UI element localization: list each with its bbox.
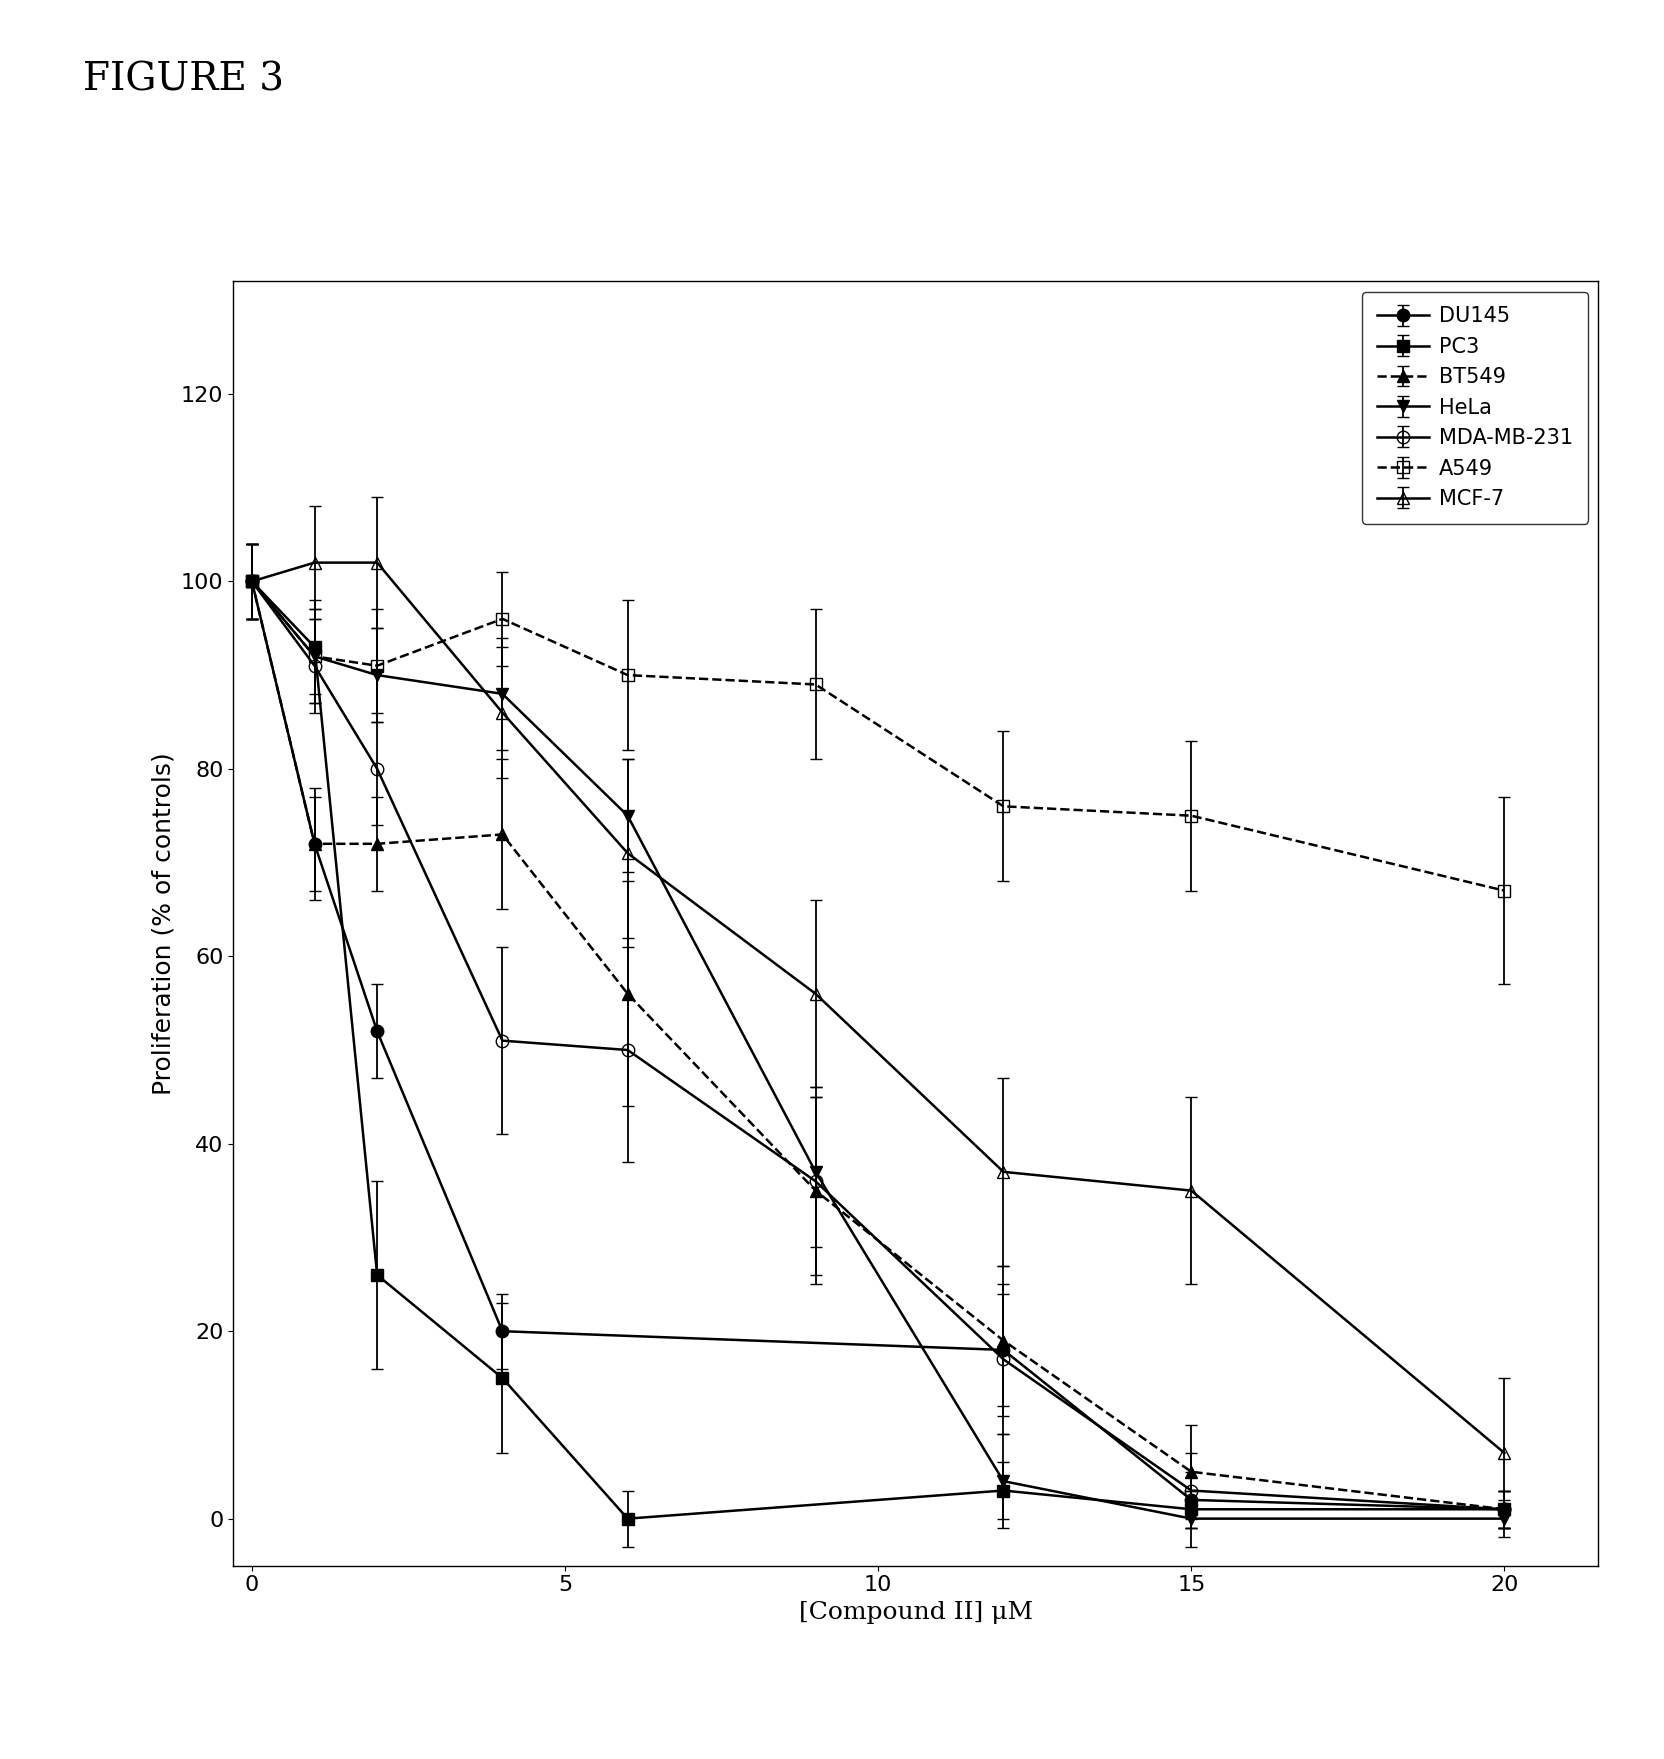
Text: FIGURE 3: FIGURE 3	[83, 62, 285, 99]
Legend: DU145, PC3, BT549, HeLa, MDA-MB-231, A549, MCF-7: DU145, PC3, BT549, HeLa, MDA-MB-231, A54…	[1361, 292, 1587, 524]
Y-axis label: Proliferation (% of controls): Proliferation (% of controls)	[151, 753, 175, 1094]
X-axis label: [Compound II] μM: [Compound II] μM	[799, 1601, 1032, 1624]
